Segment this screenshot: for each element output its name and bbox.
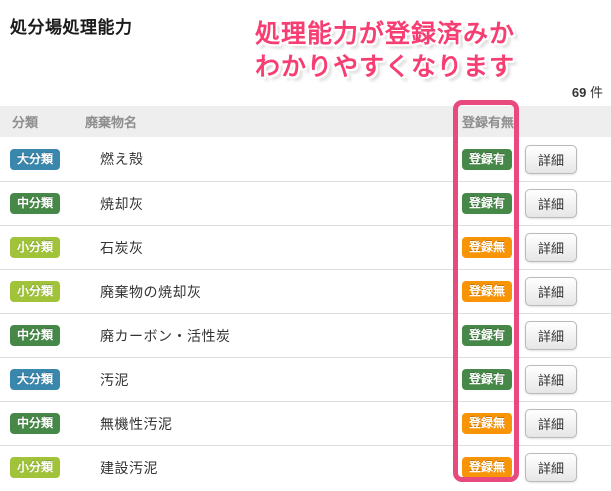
category-badge: 小分類	[10, 237, 61, 258]
category-cell: 小分類	[0, 281, 85, 302]
table-row: 小分類 建設汚泥 登録無 詳細	[0, 445, 611, 489]
actions-cell: 詳細	[525, 277, 611, 306]
waste-table: 分類 廃棄物名 登録有無 大分類 燃え殻 登録有 詳細 中分類 焼却灰 登録有 …	[0, 106, 611, 489]
waste-name: 無機性汚泥	[100, 415, 173, 432]
annotation-callout: 処理能力が登録済みか わかりやすくなります	[230, 18, 540, 84]
table-row: 大分類 燃え殻 登録有 詳細	[0, 137, 611, 181]
category-cell: 小分類	[0, 457, 85, 478]
registration-badge: 登録有	[462, 369, 513, 390]
table-row: 中分類 焼却灰 登録有 詳細	[0, 181, 611, 225]
category-badge: 中分類	[10, 413, 61, 434]
actions-cell: 詳細	[525, 409, 611, 438]
waste-name: 建設汚泥	[100, 459, 158, 476]
registration-cell: 登録有	[462, 193, 525, 214]
category-badge: 大分類	[10, 148, 61, 170]
table-body: 大分類 燃え殻 登録有 詳細 中分類 焼却灰 登録有 詳細 小分類 石炭灰 登録…	[0, 137, 611, 489]
registration-badge: 登録有	[462, 193, 513, 214]
result-count: 69 件	[572, 82, 603, 101]
detail-button[interactable]: 詳細	[525, 144, 577, 174]
detail-button[interactable]: 詳細	[525, 409, 577, 438]
waste-name: 廃カーボン・活性炭	[100, 327, 231, 344]
category-cell: 大分類	[0, 369, 85, 390]
registration-badge: 登録無	[462, 457, 513, 478]
detail-button[interactable]: 詳細	[525, 189, 577, 218]
category-badge: 小分類	[10, 281, 61, 302]
result-count-value: 69	[571, 85, 587, 100]
detail-button[interactable]: 詳細	[525, 233, 577, 262]
registration-badge: 登録無	[462, 413, 513, 434]
registration-cell: 登録無	[462, 413, 525, 434]
header-waste-name: 廃棄物名	[85, 115, 138, 130]
table-row: 中分類 廃カーボン・活性炭 登録有 詳細	[0, 313, 611, 357]
category-badge: 大分類	[10, 369, 61, 390]
waste-name: 汚泥	[100, 371, 129, 388]
actions-cell: 詳細	[525, 189, 611, 218]
registration-badge: 登録有	[462, 325, 513, 346]
registration-badge: 登録有	[462, 148, 513, 170]
category-badge: 中分類	[10, 325, 61, 346]
category-badge: 小分類	[10, 457, 61, 478]
page-title: 処分場処理能力	[10, 18, 133, 37]
registration-cell: 登録有	[462, 325, 525, 346]
actions-cell: 詳細	[525, 321, 611, 350]
registration-cell: 登録無	[462, 237, 525, 258]
waste-name: 焼却灰	[100, 195, 144, 212]
detail-button[interactable]: 詳細	[525, 277, 577, 306]
actions-cell: 詳細	[525, 365, 611, 394]
registration-cell: 登録無	[462, 457, 525, 478]
category-cell: 中分類	[0, 193, 85, 214]
category-cell: 小分類	[0, 237, 85, 258]
category-badge: 中分類	[10, 193, 61, 214]
table-header-row: 分類 廃棄物名 登録有無	[0, 106, 611, 137]
annotation-line2: わかりやすくなります	[254, 53, 515, 81]
detail-button[interactable]: 詳細	[525, 453, 577, 482]
detail-button[interactable]: 詳細	[525, 365, 577, 394]
table-row: 小分類 石炭灰 登録無 詳細	[0, 225, 611, 269]
actions-cell: 詳細	[525, 144, 611, 174]
category-cell: 大分類	[0, 148, 85, 170]
actions-cell: 詳細	[525, 233, 611, 262]
category-cell: 中分類	[0, 325, 85, 346]
table-row: 大分類 汚泥 登録有 詳細	[0, 357, 611, 401]
registration-cell: 登録有	[462, 148, 525, 170]
waste-name: 燃え殻	[100, 151, 144, 167]
header-category: 分類	[12, 115, 39, 130]
table-row: 小分類 廃棄物の焼却灰 登録無 詳細	[0, 269, 611, 313]
header-registration: 登録有無	[462, 115, 515, 130]
category-cell: 中分類	[0, 413, 85, 434]
detail-button[interactable]: 詳細	[525, 321, 577, 350]
actions-cell: 詳細	[525, 453, 611, 482]
annotation-line1: 処理能力が登録済みか	[254, 20, 515, 48]
table-row: 中分類 無機性汚泥 登録無 詳細	[0, 401, 611, 445]
registration-badge: 登録無	[462, 281, 513, 302]
waste-name: 石炭灰	[100, 239, 144, 256]
registration-cell: 登録無	[462, 281, 525, 302]
registration-badge: 登録無	[462, 237, 513, 258]
waste-name: 廃棄物の焼却灰	[100, 283, 202, 300]
registration-cell: 登録有	[462, 369, 525, 390]
result-count-unit: 件	[589, 85, 603, 100]
